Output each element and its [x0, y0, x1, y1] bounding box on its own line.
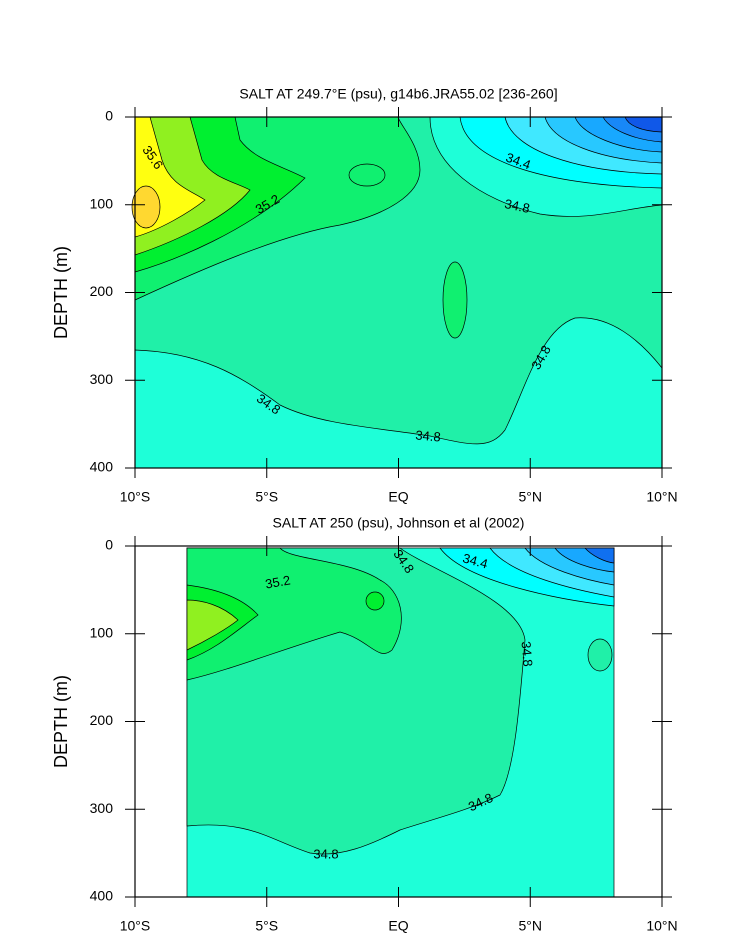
- x-tick-label: 5°S: [255, 489, 278, 505]
- y-tick-label: 300: [90, 371, 114, 387]
- contour-band: [584, 547, 615, 564]
- y-axis-label: DEPTH (m): [51, 246, 71, 339]
- y-tick-label: 100: [90, 624, 114, 640]
- y-tick-label: 300: [90, 800, 114, 816]
- x-tick-label: 5°N: [519, 918, 543, 934]
- contour-band: [442, 261, 468, 339]
- chart-title: SALT AT 249.7°E (psu), g14b6.JRA55.02 [2…: [239, 86, 557, 102]
- y-tick-label: 200: [90, 283, 114, 299]
- contour-band: [134, 317, 663, 469]
- contour-band: [186, 547, 402, 681]
- y-tick-label: 400: [90, 888, 114, 904]
- chart-title: SALT AT 250 (psu), Johnson et al (2002): [273, 515, 525, 531]
- x-tick-label: 10°N: [646, 918, 677, 934]
- x-tick-label: EQ: [388, 489, 408, 505]
- contour-band: [587, 638, 613, 672]
- contour-label: 34.8: [518, 641, 535, 668]
- x-tick-label: 5°N: [519, 489, 543, 505]
- contour-band: [348, 163, 386, 187]
- y-axis-label: DEPTH (m): [51, 675, 71, 768]
- x-tick-label: 5°S: [255, 918, 278, 934]
- contour-label: 34.8: [313, 846, 338, 861]
- contour-label-group: 34.8: [415, 427, 442, 444]
- contour-label: 35.2: [264, 572, 292, 591]
- contour-label-group: 34.8: [518, 641, 535, 668]
- contour-label: 34.4: [461, 550, 489, 571]
- x-tick-label: EQ: [388, 918, 408, 934]
- y-tick-label: 100: [90, 195, 114, 211]
- contour-label: 34.8: [503, 196, 531, 216]
- y-tick-label: 200: [90, 712, 114, 728]
- y-tick-label: 400: [90, 459, 114, 475]
- contour-band: [131, 185, 161, 229]
- contour-label-group: 34.4: [461, 550, 489, 571]
- x-tick-label: 10°N: [646, 489, 677, 505]
- contour-label-group: 34.8: [503, 196, 531, 216]
- x-tick-label: 10°S: [120, 489, 151, 505]
- y-tick-label: 0: [105, 537, 113, 553]
- contour-label: 34.8: [415, 427, 442, 444]
- contour-label-group: 34.8: [313, 846, 338, 861]
- contour-label-group: 35.2: [264, 572, 292, 591]
- contour-band: [365, 591, 385, 611]
- contour-band: [186, 599, 239, 651]
- x-tick-label: 10°S: [120, 918, 151, 934]
- y-tick-label: 0: [105, 108, 113, 124]
